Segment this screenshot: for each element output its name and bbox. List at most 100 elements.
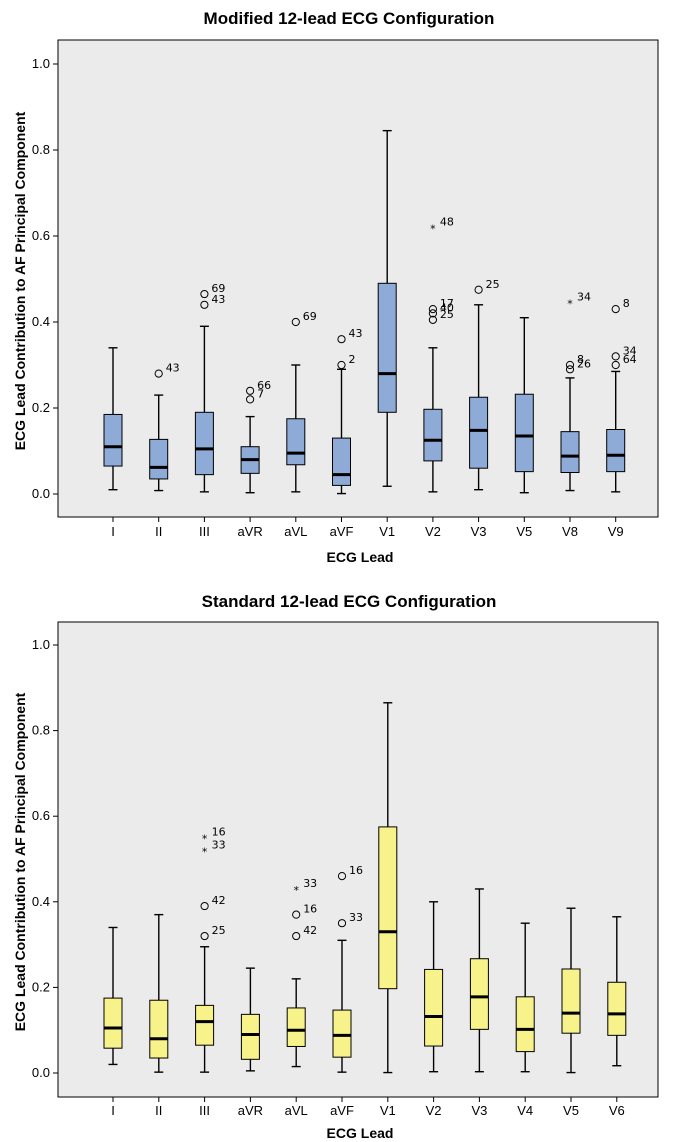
x-tick-label: aVL [284,524,307,539]
outlier-circle [337,360,346,370]
chart-title: Standard 12-lead ECG Configuration [202,592,497,611]
outlier-label: 69 [303,310,317,323]
x-tick-label: V5 [563,1103,579,1118]
x-tick-label: V3 [471,524,487,539]
box-V5 [561,968,581,1034]
box-II [149,999,169,1059]
outlier-circle [428,315,437,324]
outlier-star: * [202,833,208,846]
outlier-circle [200,300,209,309]
outlier-label: 17 [440,297,454,310]
box-V3 [469,958,489,1030]
outlier-star: * [202,845,208,858]
outlier-label: 16 [212,826,226,839]
outlier-star: * [430,222,436,235]
chart-panel-standard: Standard 12-lead ECG Configuration ECG L… [12,592,659,1141]
outlier-circle [474,285,483,294]
y-tick-label: 0.8 [32,142,50,157]
y-tick-label: 1.0 [32,637,50,652]
box-I [103,413,123,467]
box-V1 [378,826,398,990]
outlier-circle [565,360,575,370]
x-tick-label: V5 [516,524,532,539]
outlier-circle [246,395,255,404]
x-tick-label: V4 [517,1103,533,1118]
outlier-label: 25 [440,308,454,321]
outlier-label: 33 [303,877,317,890]
y-tick-label: 0.8 [32,723,50,738]
y-axis-label: ECG Lead Contribution to AF Principal Co… [12,111,28,450]
outlier-circle [292,931,301,941]
box-aVF [332,1009,352,1058]
x-tick-label: V2 [426,1103,442,1118]
outlier-circle [200,931,209,941]
outlier-label: 43 [211,293,225,306]
box-III [195,1004,215,1046]
x-tick-label: V9 [608,524,624,539]
outlier-label: 25 [212,924,226,937]
x-tick-label: aVR [238,1103,263,1118]
outlier-label: 33 [349,911,363,924]
x-tick-label: V1 [379,524,395,539]
outlier-label: 25 [486,278,500,291]
outlier-label: 69 [211,282,225,295]
outlier-circle [611,352,620,361]
outlier-circle [428,305,437,314]
boxplot-marks: 0.00.20.40.60.81.0I II III aVR aVL aVF V1 V2 V3 V… [32,56,637,539]
y-tick-label: 1.0 [32,56,50,71]
outlier-label: 26 [577,357,591,370]
outlier-label: 16 [303,903,317,916]
x-tick-label: V2 [425,524,441,539]
outlier-label: 42 [303,924,317,937]
outlier-label: 33 [212,838,226,851]
x-tick-label: II [155,524,162,539]
box-II [149,438,169,480]
x-tick-label: V1 [380,1103,396,1118]
box-V6 [607,981,627,1036]
x-tick-label: V6 [609,1103,625,1118]
outlier-circle [154,369,163,378]
box-V2 [423,408,443,462]
outlier-circle [611,360,620,370]
box-III [194,411,214,476]
outlier-label: 7 [257,387,264,400]
box-aVL [286,418,306,466]
y-tick-label: 0.4 [32,314,50,329]
x-tick-label: I [111,524,115,539]
box-I [103,997,123,1049]
box-aVR [240,1013,260,1060]
y-tick-label: 0.4 [32,894,50,909]
outlier-circle [428,309,437,318]
outlier-circle [337,919,347,928]
x-tick-label: aVF [330,524,354,539]
y-tick-label: 0.2 [32,979,50,994]
x-tick-label: V3 [471,1103,487,1118]
y-axis-label: ECG Lead Contribution to AF Principal Co… [12,692,28,1031]
outlier-label: 64 [623,353,637,366]
outlier-label: 48 [440,215,454,228]
boxplot-marks: 0.00.20.40.60.81.0I II III aVR aVL aVF V1 V2 V3 V… [32,637,627,1118]
box-aVL [286,1007,306,1047]
outlier-label: 34 [623,344,637,357]
outlier-circle [337,335,346,344]
y-tick-label: 0.0 [32,486,50,501]
outlier-star: * [567,298,573,311]
outlier-label: 16 [349,864,363,877]
box-V1 [377,282,397,413]
box-V2 [424,968,444,1047]
outlier-label: 66 [257,379,271,392]
box-V8 [560,431,580,473]
y-tick-label: 0.6 [32,228,50,243]
chart-title: Modified 12-lead ECG Configuration [204,9,495,28]
outlier-label: 43 [349,327,363,340]
outlier-circle [200,289,209,299]
x-tick-label: II [155,1103,162,1118]
chart-panel-modified: Modified 12-lead ECG Configuration ECG L… [12,9,659,565]
x-tick-label: V8 [562,524,578,539]
outlier-label: 8 [623,297,630,310]
x-tick-label: III [199,1103,210,1118]
outlier-circle [200,901,209,911]
outlier-circle [337,872,347,881]
outlier-label: 34 [577,291,591,304]
